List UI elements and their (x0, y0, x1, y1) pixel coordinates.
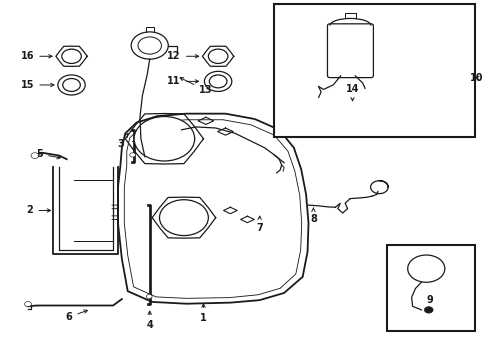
Text: 15: 15 (21, 80, 54, 90)
Text: 3: 3 (117, 134, 128, 149)
Circle shape (24, 302, 31, 307)
Circle shape (209, 75, 227, 88)
Text: 10: 10 (470, 73, 484, 83)
FancyBboxPatch shape (327, 24, 373, 78)
Text: 5: 5 (36, 149, 60, 159)
Circle shape (138, 37, 161, 54)
Bar (387, 244, 475, 330)
Text: 2: 2 (26, 206, 50, 216)
Circle shape (159, 200, 208, 235)
Text: 14: 14 (346, 84, 359, 101)
Circle shape (130, 153, 136, 157)
Circle shape (408, 255, 445, 282)
Text: 16: 16 (21, 51, 52, 61)
Circle shape (204, 71, 232, 91)
Text: 8: 8 (310, 208, 317, 224)
Circle shape (131, 32, 168, 59)
Text: 1: 1 (200, 304, 207, 323)
PathPatch shape (118, 114, 309, 304)
Text: 9: 9 (426, 295, 433, 305)
Text: 4: 4 (147, 311, 153, 330)
Text: 11: 11 (168, 76, 198, 86)
Text: 6: 6 (66, 310, 87, 322)
Circle shape (58, 75, 85, 95)
Circle shape (134, 117, 195, 161)
Circle shape (208, 49, 228, 63)
Text: 7: 7 (256, 216, 263, 233)
Circle shape (424, 307, 433, 313)
Circle shape (31, 153, 39, 158)
Text: 13: 13 (180, 78, 213, 95)
Circle shape (63, 78, 80, 91)
Text: 12: 12 (168, 51, 198, 61)
Circle shape (147, 294, 152, 299)
Bar (274, 4, 475, 137)
Circle shape (62, 49, 81, 63)
